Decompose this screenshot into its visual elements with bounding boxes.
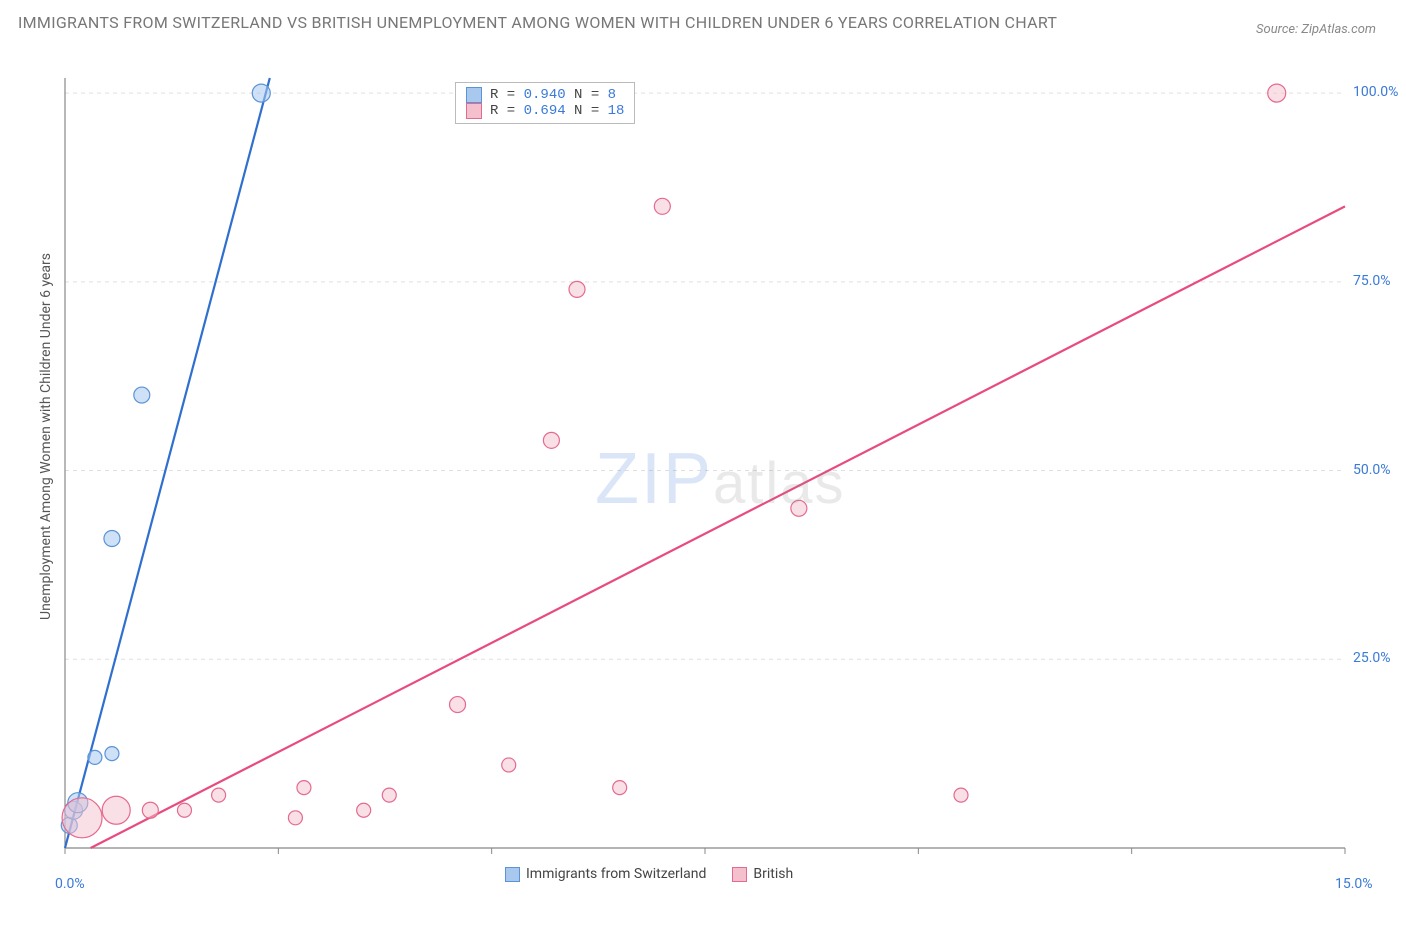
correlation-legend: R = 0.940 N = 8R = 0.694 N = 18 xyxy=(455,82,635,124)
y-tick-label: 75.0% xyxy=(1353,273,1391,289)
source-label: Source: ZipAtlas.com xyxy=(1256,22,1376,37)
x-tick-label: 15.0% xyxy=(1335,876,1373,892)
legend-stat: R = 0.940 N = 8 xyxy=(490,87,616,103)
legend-label: Immigrants from Switzerland xyxy=(526,866,706,882)
y-tick-label: 50.0% xyxy=(1353,462,1391,478)
chart-title: IMMIGRANTS FROM SWITZERLAND VS BRITISH U… xyxy=(18,10,1057,36)
y-axis-label: Unemployment Among Women with Children U… xyxy=(38,253,54,620)
legend-stat: R = 0.694 N = 18 xyxy=(490,103,624,119)
legend-item: Immigrants from Switzerland xyxy=(505,866,706,882)
watermark-atlas: atlas xyxy=(713,451,846,516)
series-legend: Immigrants from Switzerland British xyxy=(505,866,793,882)
legend-swatch xyxy=(466,87,482,103)
legend-label: British xyxy=(753,866,793,882)
watermark-zip: ZIP xyxy=(595,439,713,519)
chart-area: ZIPatlas R = 0.940 N = 8R = 0.694 N = 18… xyxy=(55,68,1365,868)
x-tick-label: 0.0% xyxy=(55,876,85,892)
watermark: ZIPatlas xyxy=(595,438,846,520)
y-tick-label: 100.0% xyxy=(1353,84,1398,100)
legend-swatch xyxy=(505,867,520,882)
legend-swatch xyxy=(466,103,482,119)
legend-item: British xyxy=(732,866,793,882)
legend-swatch xyxy=(732,867,747,882)
y-tick-label: 25.0% xyxy=(1353,650,1391,666)
